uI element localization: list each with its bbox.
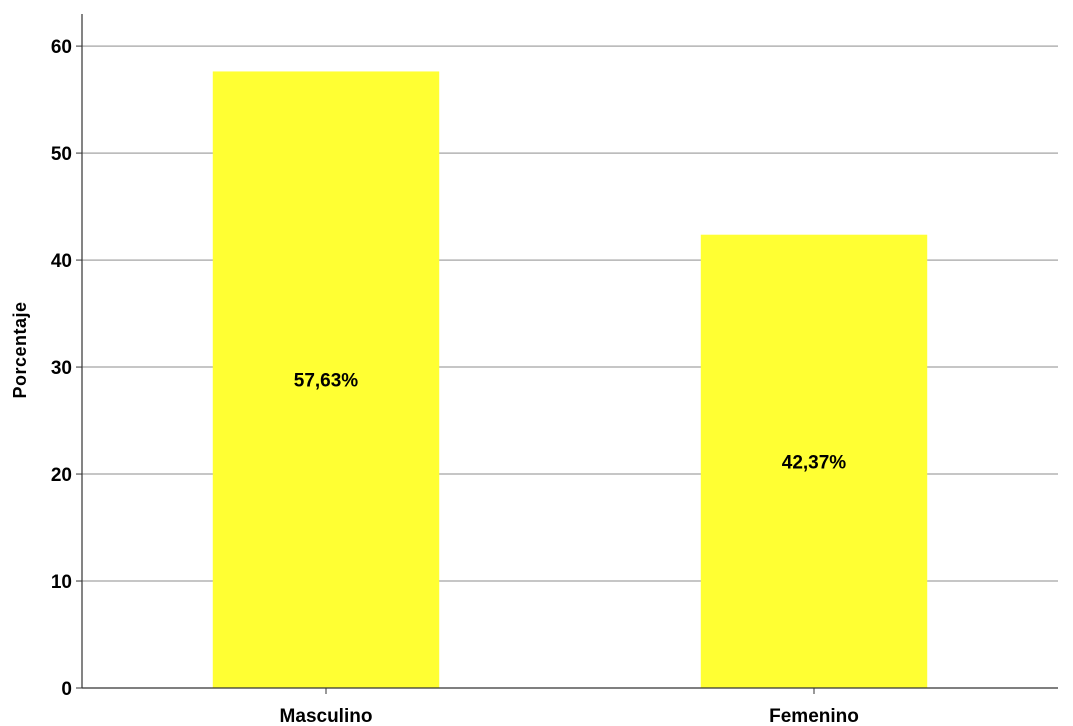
- axes: [76, 14, 1058, 694]
- y-tick-label-30: 30: [51, 358, 72, 379]
- x-tick-label-femenino: Femenino: [769, 706, 859, 726]
- bars: [212, 71, 928, 688]
- bar-masculino: [212, 71, 440, 688]
- data-label-masculino: 57,63%: [294, 371, 359, 392]
- y-tick-label-10: 10: [51, 572, 72, 593]
- y-tick-label-40: 40: [51, 251, 72, 272]
- y-tick-label-0: 0: [61, 679, 72, 700]
- labels: 0 10 20 30 40 50 60 Masculino 57,63% Femenino 42,3…: [51, 37, 859, 726]
- y-tick-label-60: 60: [51, 37, 72, 58]
- data-label-femenino: 42,37%: [782, 452, 847, 473]
- y-axis-title: Porcentaje: [10, 301, 30, 398]
- y-tick-label-50: 50: [51, 144, 72, 165]
- bar-femenino: [700, 234, 928, 688]
- x-tick-label-masculino: Masculino: [280, 706, 373, 726]
- y-tick-label-20: 20: [51, 465, 72, 486]
